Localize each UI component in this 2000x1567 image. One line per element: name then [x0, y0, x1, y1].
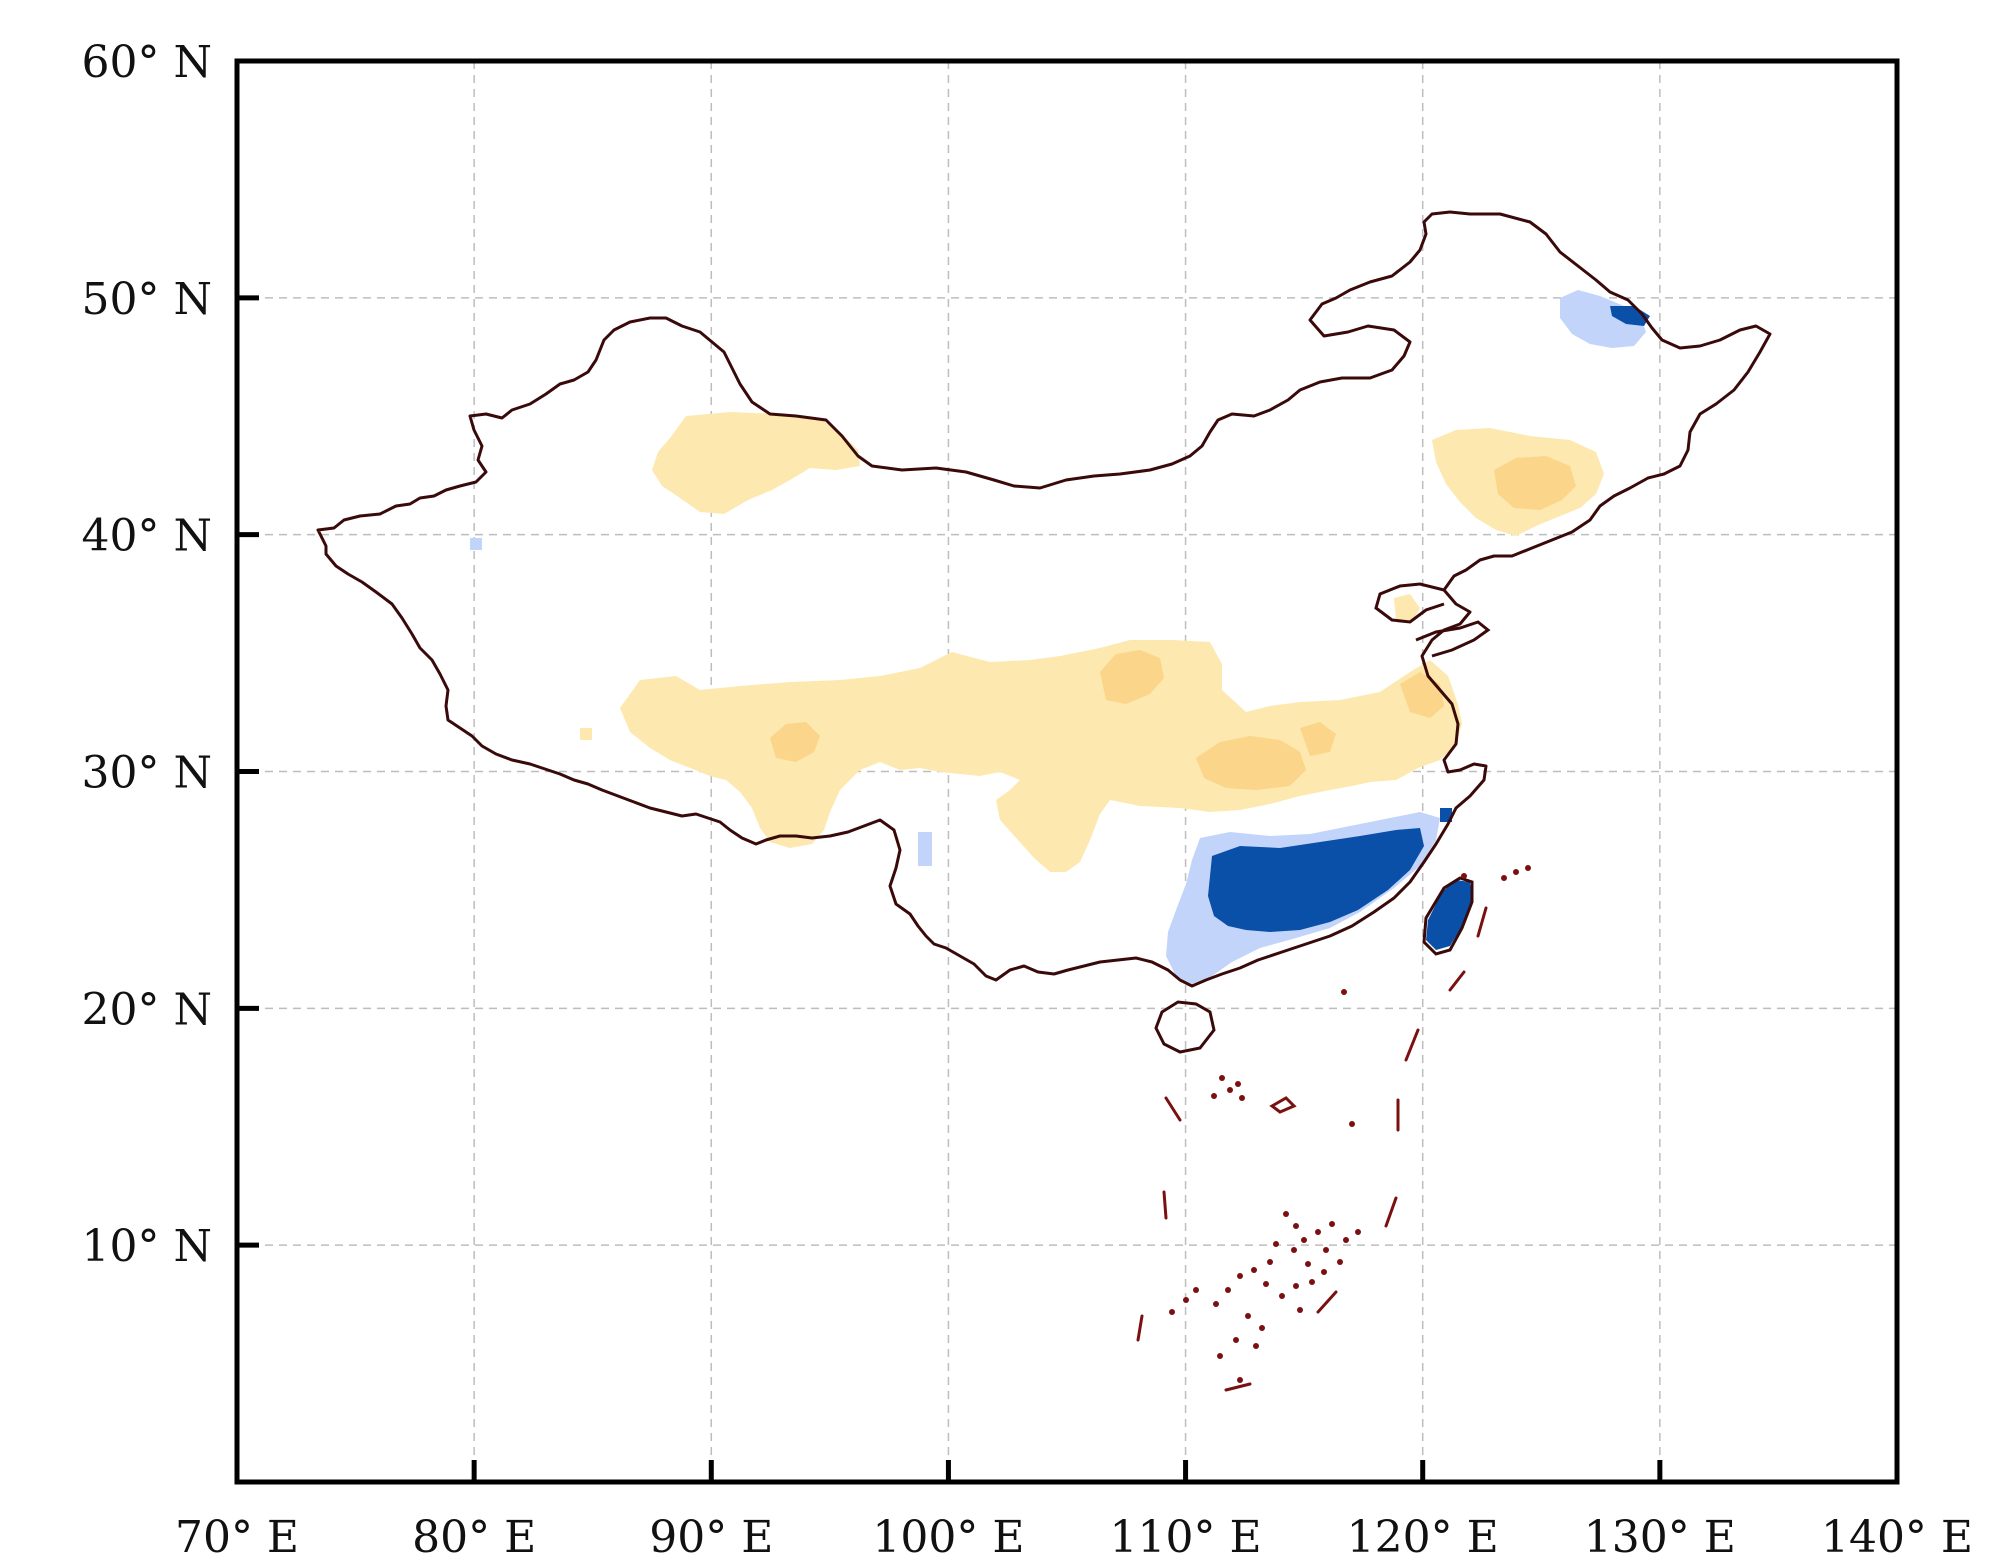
- nine-dash-2: [1448, 970, 1466, 992]
- x-tick-label: 80° E: [412, 1512, 536, 1563]
- macclesfield: [1269, 1096, 1297, 1114]
- island-dots: [1169, 865, 1531, 1383]
- region-core-3: [1196, 736, 1306, 790]
- nine-dash-5: [1384, 1196, 1398, 1228]
- nine-dash-10: [1164, 1096, 1182, 1122]
- y-tick-label: 50° N: [82, 274, 212, 325]
- x-tick-label: 70° E: [175, 1512, 299, 1563]
- region-blue-spot-2: [918, 832, 932, 866]
- y-axis: 60° N 50° N 40° N 30° N 20° N 10° N: [82, 37, 259, 1272]
- region-spot-2: [1394, 594, 1420, 622]
- region-spot-1: [580, 728, 592, 740]
- x-tick-label: 130° E: [1584, 1512, 1736, 1563]
- y-tick-label: 40° N: [82, 511, 212, 562]
- region-northeast-tip: [1560, 290, 1646, 348]
- region-blue-spot-3: [1440, 808, 1452, 822]
- shandong-coast: [1415, 620, 1491, 658]
- taiwan-island: [1422, 876, 1474, 956]
- region-core-2: [1100, 650, 1164, 704]
- south-china-sea: [1136, 906, 1488, 1392]
- nine-dash-8: [1136, 1314, 1144, 1342]
- region-central-belt: [620, 640, 1462, 872]
- nine-dash-1: [1476, 906, 1488, 938]
- region-core-1: [770, 722, 820, 762]
- nine-dash-9: [1162, 1190, 1168, 1220]
- nine-dash-6: [1316, 1290, 1338, 1314]
- x-tick-label: 90° E: [649, 1512, 773, 1563]
- region-northeast-core: [1494, 456, 1576, 510]
- nine-dash-3: [1404, 1028, 1420, 1062]
- region-taiwan: [1426, 880, 1472, 950]
- x-tick-label: 120° E: [1347, 1512, 1499, 1563]
- shaded-regions: [470, 290, 1650, 984]
- y-tick-label: 60° N: [82, 37, 212, 88]
- x-axis: 70° E 80° E 90° E 100° E 110° E 120° E 130° E 1…: [175, 1460, 1973, 1563]
- hainan-island: [1154, 1000, 1216, 1054]
- y-tick-label: 10° N: [82, 1221, 212, 1272]
- bohai-coast: [1374, 582, 1445, 624]
- y-tick-label: 20° N: [82, 984, 212, 1035]
- y-tick-label: 30° N: [82, 748, 212, 799]
- region-tarim: [652, 412, 860, 514]
- x-tick-label: 110° E: [1110, 1512, 1262, 1563]
- nine-dash-7: [1224, 1382, 1252, 1392]
- region-southeast-core: [1208, 828, 1424, 932]
- x-tick-label: 140° E: [1821, 1512, 1973, 1563]
- region-blue-spot-1: [470, 538, 482, 550]
- x-tick-label: 100° E: [872, 1512, 1024, 1563]
- region-core-4: [1300, 722, 1336, 756]
- china-border: [316, 210, 1772, 988]
